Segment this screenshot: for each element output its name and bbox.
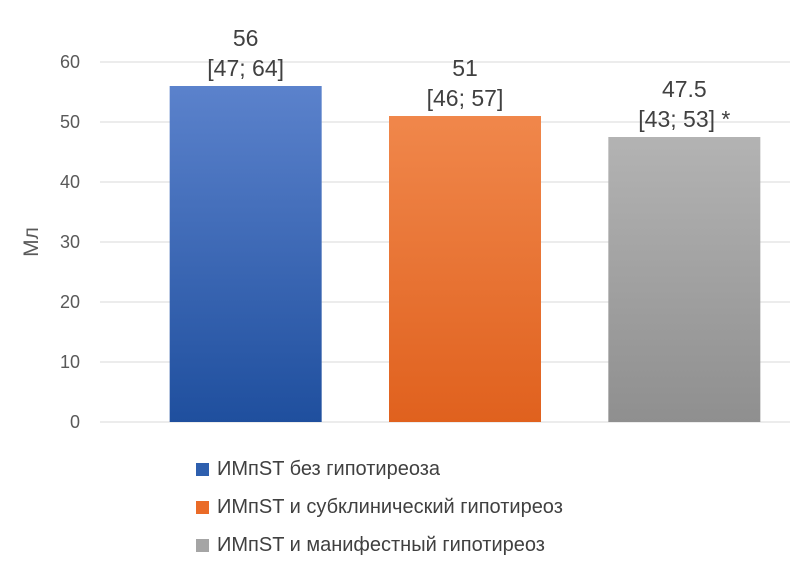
data-label: [46; 57] bbox=[427, 85, 504, 111]
data-labels: 56 [47; 64] 51 [46; 57] 47.5 [43; 53] * bbox=[207, 25, 730, 132]
y-tick-label: 20 bbox=[60, 292, 80, 312]
legend-label: ИМпST без гипотиреоза bbox=[217, 457, 441, 480]
bars bbox=[169, 86, 761, 422]
y-axis-label: Мл bbox=[20, 227, 43, 257]
legend: ИМпST без гипотиреоза ИМпST и субклиниче… bbox=[196, 450, 563, 564]
bar-chart: 0 10 20 30 40 50 60 Мл 56 [47; 64] 51 [46; 57] 47.… bbox=[20, 25, 790, 432]
legend-swatch bbox=[196, 462, 209, 476]
y-tick-label: 10 bbox=[60, 352, 80, 372]
legend-label: ИМпST и манифестный гипотиреоз bbox=[217, 533, 545, 556]
legend-swatch bbox=[196, 538, 209, 552]
y-tick-label: 30 bbox=[60, 232, 80, 252]
bar bbox=[169, 86, 322, 422]
bar bbox=[389, 116, 541, 422]
data-label: [43; 53] * bbox=[638, 106, 730, 132]
legend-item: ИМпST и субклинический гипотиреоз bbox=[196, 488, 563, 526]
y-tick-label: 0 bbox=[70, 412, 80, 432]
y-axis-ticks: 0 10 20 30 40 50 60 bbox=[60, 52, 80, 432]
data-label: [47; 64] bbox=[207, 55, 284, 81]
y-tick-label: 60 bbox=[60, 52, 80, 72]
y-tick-label: 50 bbox=[60, 112, 80, 132]
legend-label: ИМпST и субклинический гипотиреоз bbox=[217, 495, 563, 518]
legend-swatch bbox=[196, 500, 209, 514]
data-label: 47.5 bbox=[662, 76, 707, 102]
bar bbox=[608, 137, 761, 422]
legend-item: ИМпST и манифестный гипотиреоз bbox=[196, 526, 563, 564]
y-tick-label: 40 bbox=[60, 172, 80, 192]
data-label: 51 bbox=[452, 55, 478, 81]
legend-item: ИМпST без гипотиреоза bbox=[196, 450, 563, 488]
data-label: 56 bbox=[233, 25, 259, 51]
